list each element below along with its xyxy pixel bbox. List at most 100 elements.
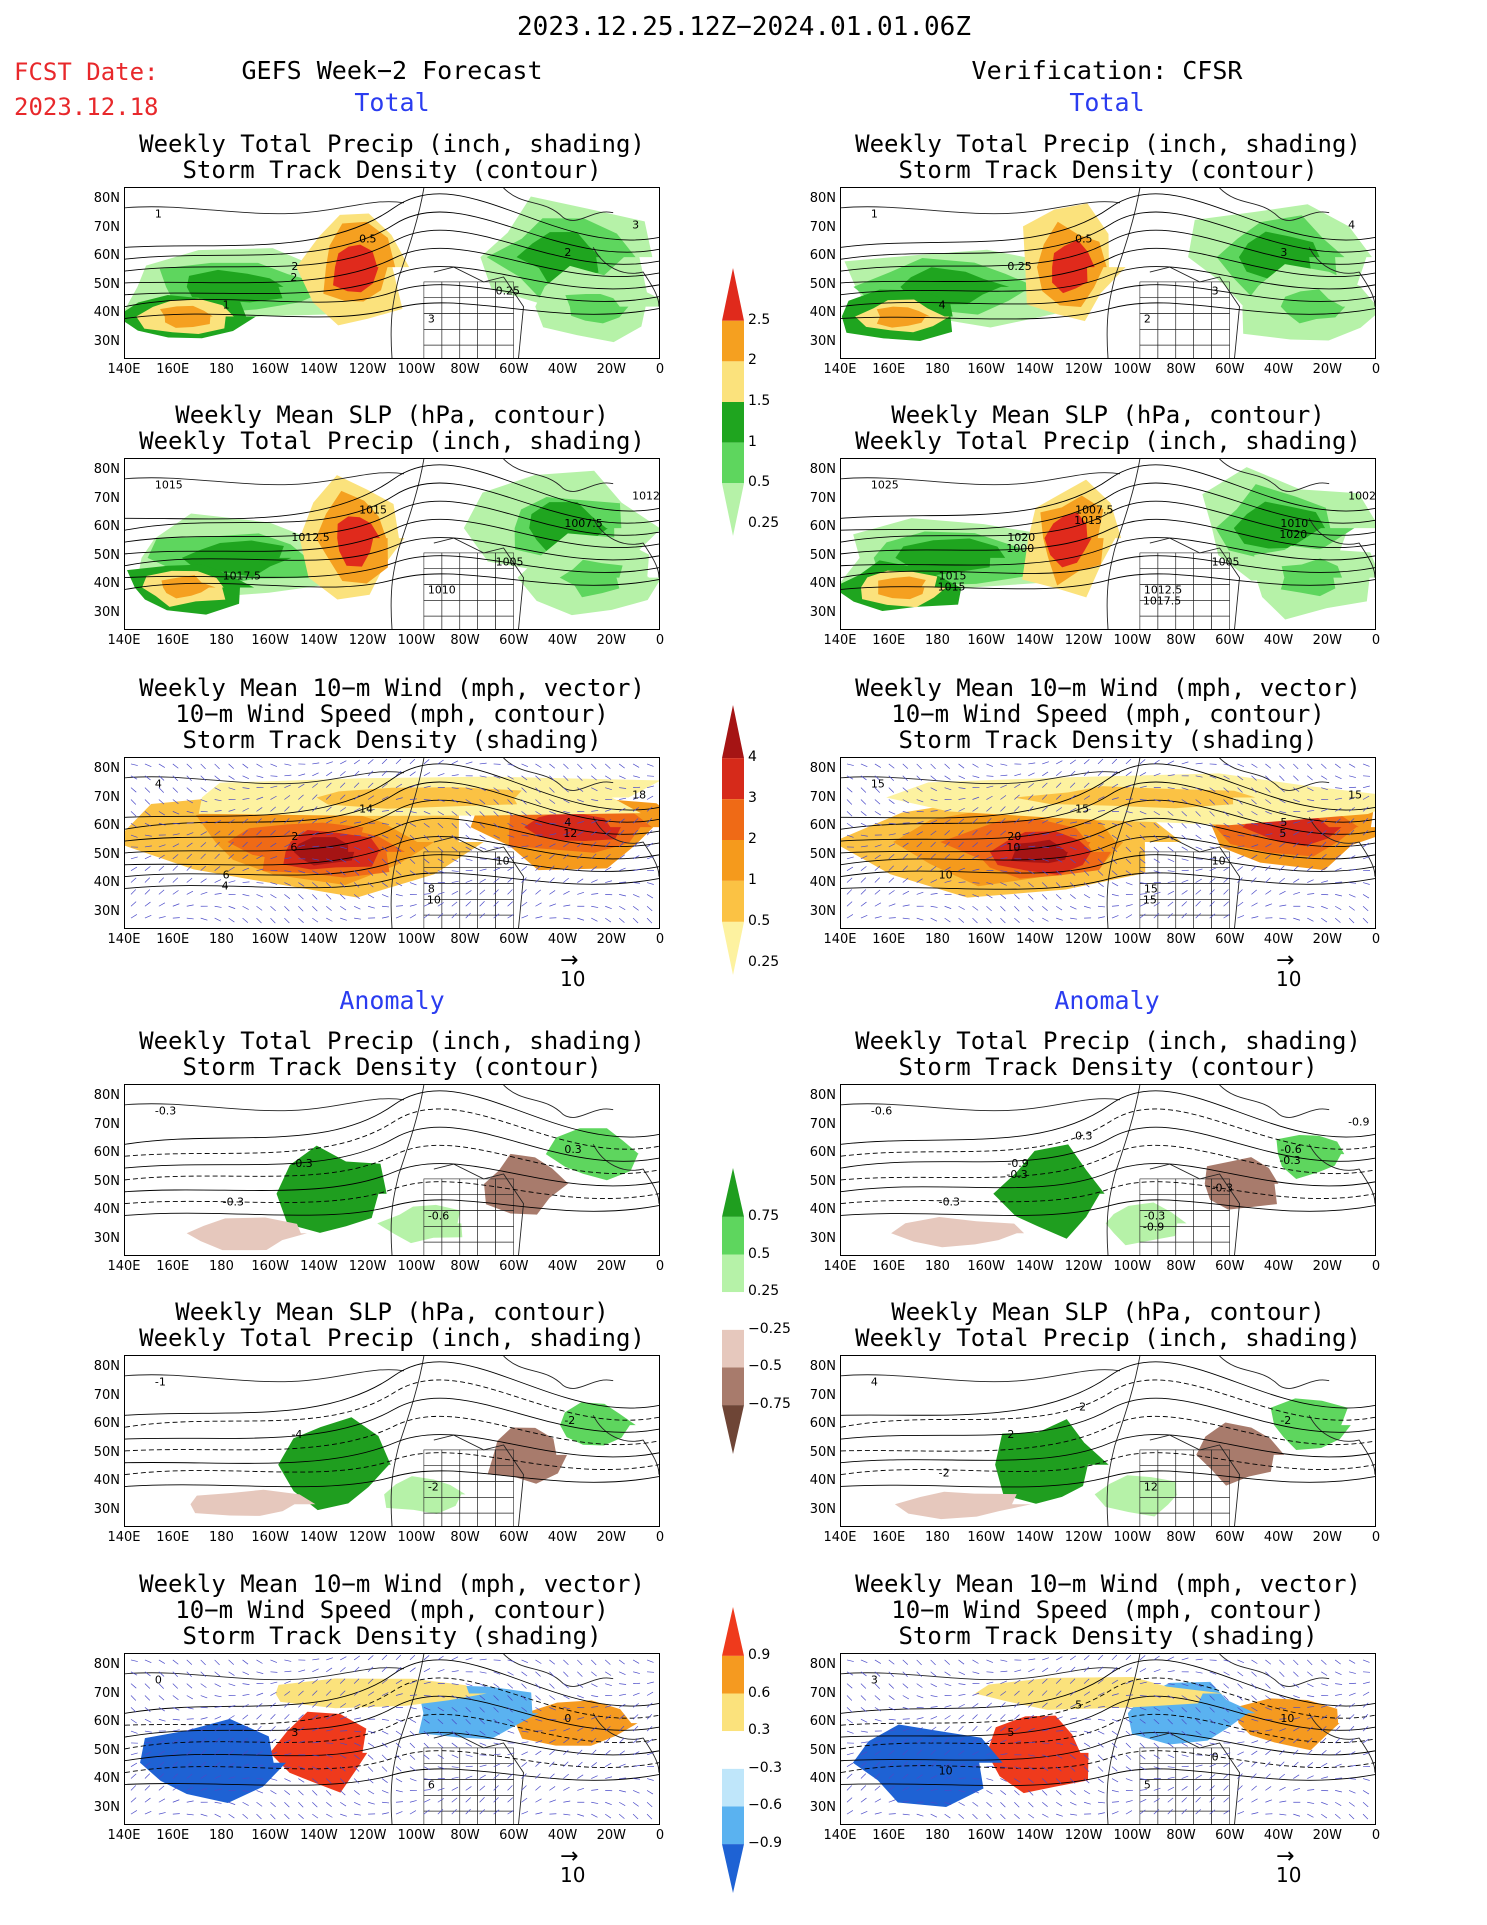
panel-title-line: Storm Track Density (shading) [182,726,602,754]
lon-label: 60W [499,362,529,377]
lon-label: 140E [823,1530,857,1545]
contour-label: -0.3 [1212,1182,1233,1195]
map-panel-p6: 15 20 15 5 10 15 10 15 10 15 5 [840,757,1376,929]
lon-label: 20W [1312,633,1342,648]
colorbar-label: 0.5 [748,1245,771,1262]
lon-label: 100W [397,932,436,947]
lon-label: 100W [1113,1530,1152,1545]
map-panel-p5: 102510201012.5101010151007.510051002.510… [840,458,1376,630]
contour-label: -0.3 [291,1157,312,1170]
map-panel-a1: -0.3 -0.3 -0.6 0.3 -0.3 [124,1084,660,1256]
contour-label: 3 [632,219,639,232]
lat-label: 80N [809,1359,836,1374]
lat-label: 50N [809,1444,836,1460]
lon-label: 40W [1263,1530,1294,1545]
lon-label: 100W [1113,362,1152,377]
lat-label: 80N [809,191,836,206]
lat-label: 80N [93,1359,120,1374]
lat-label: 50N [93,1742,120,1758]
lon-label: 180 [209,633,234,648]
contour-label: 1017.5 [223,570,261,583]
lon-label: 160E [156,1530,190,1545]
lon-label: 160E [156,633,190,648]
panel-title-line: Storm Track Density (contour) [898,1053,1318,1081]
lon-label: 140E [107,1828,141,1843]
lon-label: 0 [655,1259,665,1274]
contour-label: 15 [1143,893,1157,906]
lat-label: 70N [93,1116,120,1132]
panel-title-line: 10−m Wind Speed (mph, contour) [891,1596,1325,1624]
lon-label: 160W [251,932,290,947]
lon-label: 140W [1016,1828,1054,1843]
contour-label: 1010 [428,583,456,596]
lon-label: 140E [823,1259,857,1274]
vector-reference-value: 10 [560,967,586,991]
lon-label: 20W [596,633,626,648]
lon-label: 160W [967,1828,1006,1843]
lon-label: 0 [1371,932,1381,947]
lat-label: 60N [93,1145,120,1160]
contour-label: 1 [223,299,230,312]
lon-label: 180 [209,362,234,377]
lon-label: 60W [1215,932,1245,947]
lat-label: 50N [93,846,120,862]
lon-label: 180 [925,1530,950,1545]
contour-label: 1015 [939,570,967,583]
lat-label: 30N [809,903,836,919]
lat-label: 30N [809,604,836,620]
lon-label: 0 [1371,1530,1381,1545]
panel-title-line: Storm Track Density (contour) [898,156,1318,184]
right-total-label: Total [1069,88,1145,117]
contour-label: 5 [1280,816,1287,829]
map-panel-a2: -1 -4 -2 -2 [124,1355,660,1527]
contour-label: 1005 [1212,556,1240,569]
map-graphic: -0.6-0.9-0.3-0.6-0.30.3-0.3-0.9-0.3-0.9-… [841,1085,1375,1255]
lat-label: 70N [809,1116,836,1132]
lon-label: 40W [547,932,578,947]
contour-label: 1012.5 [291,531,329,544]
panel-title-line: Weekly Mean SLP (hPa, contour) [891,1298,1325,1326]
contour-label: -1 [155,1376,166,1389]
contour-label: -2 [1075,1400,1086,1413]
lon-label: 160E [156,1828,190,1843]
lon-label: 40W [547,1530,578,1545]
colorbar-label: 3 [748,790,757,807]
lat-label: 40N [93,1771,120,1786]
lon-label: 120W [1064,1530,1103,1545]
lon-label: 120W [348,1828,387,1843]
lon-label: 80W [450,1530,480,1545]
lon-label: 140E [107,633,141,648]
lon-label: 160W [251,1828,290,1843]
lat-label: 30N [809,1230,836,1246]
contour-label: 1 [871,208,878,221]
contour-label: -0.9 [1143,1220,1164,1233]
lon-label: 20W [1312,1530,1342,1545]
lon-label: 180 [925,1259,950,1274]
left-column-title: GEFS Week−2 Forecast [241,56,543,85]
lon-label: 140E [823,633,857,648]
lat-label: 40N [809,1771,836,1786]
lon-label: 160W [251,1530,290,1545]
contour-label: 5 [1279,827,1286,840]
lon-label: 100W [397,1828,436,1843]
vector-reference-value: 10 [1276,1863,1302,1887]
lon-label: 80W [1166,633,1196,648]
lat-label: 80N [93,191,120,206]
lon-label: 80W [1166,1828,1196,1843]
contour-label: -2 [428,1480,439,1493]
lon-label: 160W [251,1259,290,1274]
colorbar-label: 2.5 [748,311,771,328]
colorbar-label: 0.25 [748,953,780,970]
contour-label: 2 [1144,312,1151,325]
contour-label: 1015 [938,580,966,593]
colorbar-label: −0.75 [748,1396,791,1413]
lon-label: 60W [499,633,529,648]
lat-label: 40N [809,1202,836,1217]
vector-reference-value: 10 [1276,967,1302,991]
colorbar-label: 0.25 [748,1283,780,1300]
lon-label: 120W [1064,633,1103,648]
lat-label: 60N [809,818,836,833]
lon-label: 160W [967,1530,1006,1545]
lon-label: 40W [1263,1828,1294,1843]
